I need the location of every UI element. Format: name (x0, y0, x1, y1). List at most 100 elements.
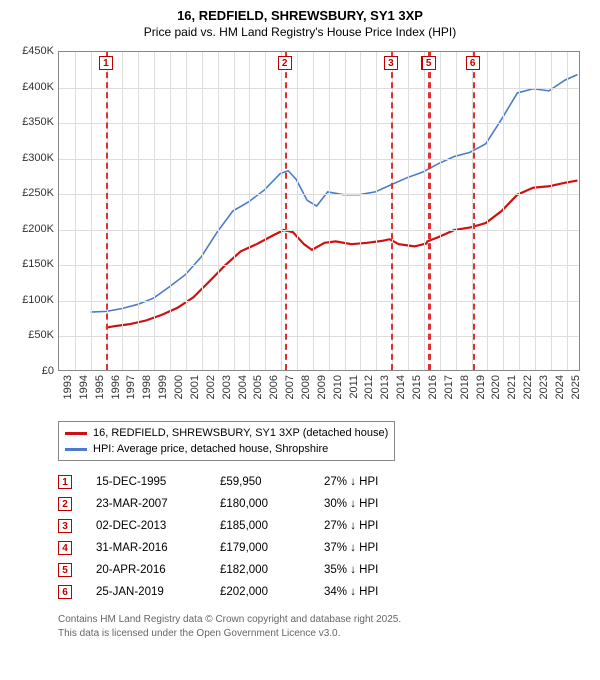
transaction-row-badge: 5 (58, 563, 72, 577)
transaction-marker-badge: 6 (466, 56, 480, 70)
y-gridline (59, 123, 579, 124)
transaction-delta: 30% ↓ HPI (324, 498, 414, 510)
x-gridline (249, 52, 250, 370)
legend-swatch (65, 448, 87, 451)
transaction-row-badge: 4 (58, 541, 72, 555)
x-axis-label: 2020 (490, 375, 502, 399)
transaction-date: 20-APR-2016 (96, 564, 196, 576)
transaction-row: 625-JAN-2019£202,00034% ↓ HPI (58, 581, 590, 603)
x-gridline (440, 52, 441, 370)
legend-label: 16, REDFIELD, SHREWSBURY, SY1 3XP (detac… (93, 425, 388, 441)
y-gridline (59, 301, 579, 302)
legend: 16, REDFIELD, SHREWSBURY, SY1 3XP (detac… (58, 421, 395, 461)
x-gridline (360, 52, 361, 370)
transaction-price: £179,000 (220, 542, 300, 554)
transaction-date: 02-DEC-2013 (96, 520, 196, 532)
x-gridline (281, 52, 282, 370)
address-title: 16, REDFIELD, SHREWSBURY, SY1 3XP (10, 8, 590, 23)
x-gridline (297, 52, 298, 370)
transaction-row: 2 23-MAR-2007 £180,000 30% ↓ HPI (58, 493, 590, 515)
transaction-date: 23-MAR-2007 (96, 498, 196, 510)
transaction-marker-badge: 3 (384, 56, 398, 70)
x-axis-label: 1995 (94, 375, 106, 399)
x-gridline (424, 52, 425, 370)
x-axis-label: 2024 (554, 375, 566, 399)
x-axis-label: 2006 (268, 375, 280, 399)
x-gridline (154, 52, 155, 370)
transaction-delta: 35% ↓ HPI (324, 564, 414, 576)
transaction-price: £182,000 (220, 564, 300, 576)
line-series-svg (59, 52, 579, 370)
y-gridline (59, 336, 579, 337)
x-axis-label: 2014 (395, 375, 407, 399)
transaction-row: 5 20-APR-2016 £182,000 35% ↓ HPI (58, 559, 590, 581)
y-axis-label: £300K (22, 152, 54, 164)
x-axis-label: 2011 (348, 375, 360, 399)
transaction-price: £185,000 (220, 520, 300, 532)
y-gridline (59, 159, 579, 160)
x-gridline (408, 52, 409, 370)
transaction-marker-line (429, 52, 431, 370)
x-axis-label: 1999 (157, 375, 169, 399)
x-axis-label: 2010 (332, 375, 344, 399)
transaction-marker-badge: 1 (99, 56, 113, 70)
y-gridline (59, 265, 579, 266)
plot-region: 123456 (58, 51, 580, 371)
x-gridline (551, 52, 552, 370)
x-axis-label: 1996 (110, 375, 122, 399)
chart-container: 16, REDFIELD, SHREWSBURY, SY1 3XP Price … (0, 0, 600, 680)
transaction-marker-badge: 2 (278, 56, 292, 70)
footer-line-1: Contains HM Land Registry data © Crown c… (58, 613, 590, 627)
x-gridline (75, 52, 76, 370)
transaction-delta: 34% ↓ HPI (324, 586, 414, 598)
attribution-footer: Contains HM Land Registry data © Crown c… (58, 613, 590, 641)
transaction-date: 31-MAR-2016 (96, 542, 196, 554)
x-axis-label: 2004 (237, 375, 249, 399)
transaction-marker-line (106, 52, 108, 370)
y-gridline (59, 88, 579, 89)
x-axis-label: 2009 (316, 375, 328, 399)
x-axis-label: 2008 (300, 375, 312, 399)
legend-swatch (65, 432, 87, 435)
transaction-marker-line (391, 52, 393, 370)
x-gridline (503, 52, 504, 370)
transaction-row-badge: 3 (58, 519, 72, 533)
transaction-row: 115-DEC-1995£59,95027% ↓ HPI (58, 471, 590, 493)
x-axis-label: 2013 (379, 375, 391, 399)
transaction-delta: 37% ↓ HPI (324, 542, 414, 554)
x-axis-label: 2003 (221, 375, 233, 399)
x-axis-label: 2019 (475, 375, 487, 399)
x-gridline (313, 52, 314, 370)
x-axis-label: 1997 (125, 375, 137, 399)
x-axis-label: 2000 (173, 375, 185, 399)
x-gridline (218, 52, 219, 370)
legend-item: 16, REDFIELD, SHREWSBURY, SY1 3XP (detac… (65, 425, 388, 441)
transaction-date: 15-DEC-1995 (96, 476, 196, 488)
transaction-price: £180,000 (220, 498, 300, 510)
transaction-delta: 27% ↓ HPI (324, 476, 414, 488)
transaction-marker-line (285, 52, 287, 370)
x-axis-label: 2025 (570, 375, 582, 399)
legend-item: HPI: Average price, detached house, Shro… (65, 441, 388, 457)
x-gridline (535, 52, 536, 370)
y-axis-label: £150K (22, 258, 54, 270)
transaction-row-badge: 2 (58, 497, 72, 511)
x-gridline (170, 52, 171, 370)
transaction-row-badge: 6 (58, 585, 72, 599)
title-block: 16, REDFIELD, SHREWSBURY, SY1 3XP Price … (10, 8, 590, 39)
transaction-row: 302-DEC-2013£185,00027% ↓ HPI (58, 515, 590, 537)
subtitle: Price paid vs. HM Land Registry's House … (10, 25, 590, 39)
x-axis-label: 2022 (522, 375, 534, 399)
x-axis-label: 1994 (78, 375, 90, 399)
x-axis-label: 2001 (189, 375, 201, 399)
y-axis-label: £350K (22, 116, 54, 128)
series-line (106, 181, 578, 328)
legend-label: HPI: Average price, detached house, Shro… (93, 441, 328, 457)
x-gridline (122, 52, 123, 370)
x-gridline (519, 52, 520, 370)
footer-line-2: This data is licensed under the Open Gov… (58, 627, 590, 641)
x-axis-label: 2015 (411, 375, 423, 399)
x-gridline (567, 52, 568, 370)
x-gridline (487, 52, 488, 370)
y-axis-label: £200K (22, 223, 54, 235)
